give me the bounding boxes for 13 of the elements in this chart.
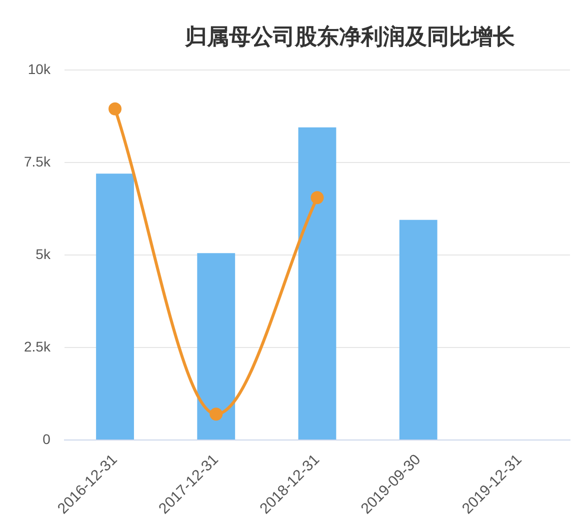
y-tick-label: 7.5k — [24, 153, 52, 170]
bar — [197, 253, 236, 440]
point — [310, 191, 324, 204]
chart-title: 归属母公司股东净利润及同比增长 — [184, 24, 516, 52]
y-tick-label: 5k — [36, 246, 52, 262]
bar — [96, 174, 134, 440]
point — [210, 408, 223, 421]
bar — [298, 127, 336, 440]
point — [108, 102, 122, 116]
bar — [399, 220, 438, 440]
y-tick-label: 0 — [42, 430, 51, 447]
y-tick-label: 2.5k — [24, 338, 52, 354]
y-tick-label: 10k — [28, 60, 52, 77]
